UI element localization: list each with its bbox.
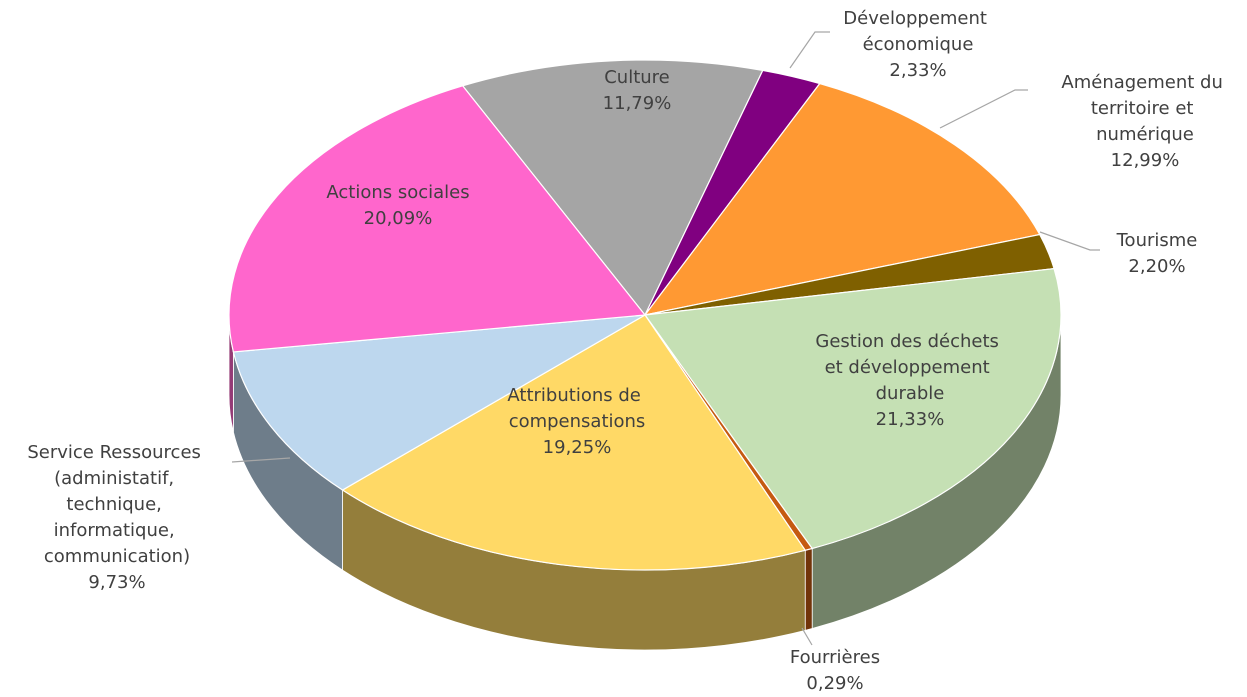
value-label: 20,09% [364,208,433,229]
category-label: Développement économique [843,8,992,55]
category-label: Service Ressources (administatif, techni… [27,442,206,567]
leader-line [801,627,813,646]
leader-line [789,31,830,69]
leader-line [939,89,1028,129]
value-label: 12,99% [1111,150,1180,171]
value-label: 9,73% [88,572,145,593]
slice-side [804,547,813,631]
value-label: 19,25% [543,437,612,458]
slice [228,85,647,353]
value-label: 0,29% [806,673,863,694]
slice [341,314,807,571]
category-label: Tourisme [1116,230,1198,251]
slice [232,314,646,491]
category-label: Actions sociales [326,182,469,203]
value-label: 2,20% [1128,256,1185,277]
value-label: 2,33% [889,60,946,81]
category-label: Gestion des déchets et développement dur… [815,331,1004,404]
value-label: 21,33% [876,409,945,430]
leader-line [1039,231,1100,251]
slice [461,59,764,317]
category-label: Aménagement du territoire et numérique [1061,72,1228,145]
category-label: Culture [604,67,670,88]
category-label: Attributions de compensations [507,385,646,432]
category-label: Fourrières [790,647,880,668]
slice [643,82,1041,316]
slice [643,267,1062,550]
leader-line [231,457,291,463]
value-label: 11,79% [603,93,672,114]
